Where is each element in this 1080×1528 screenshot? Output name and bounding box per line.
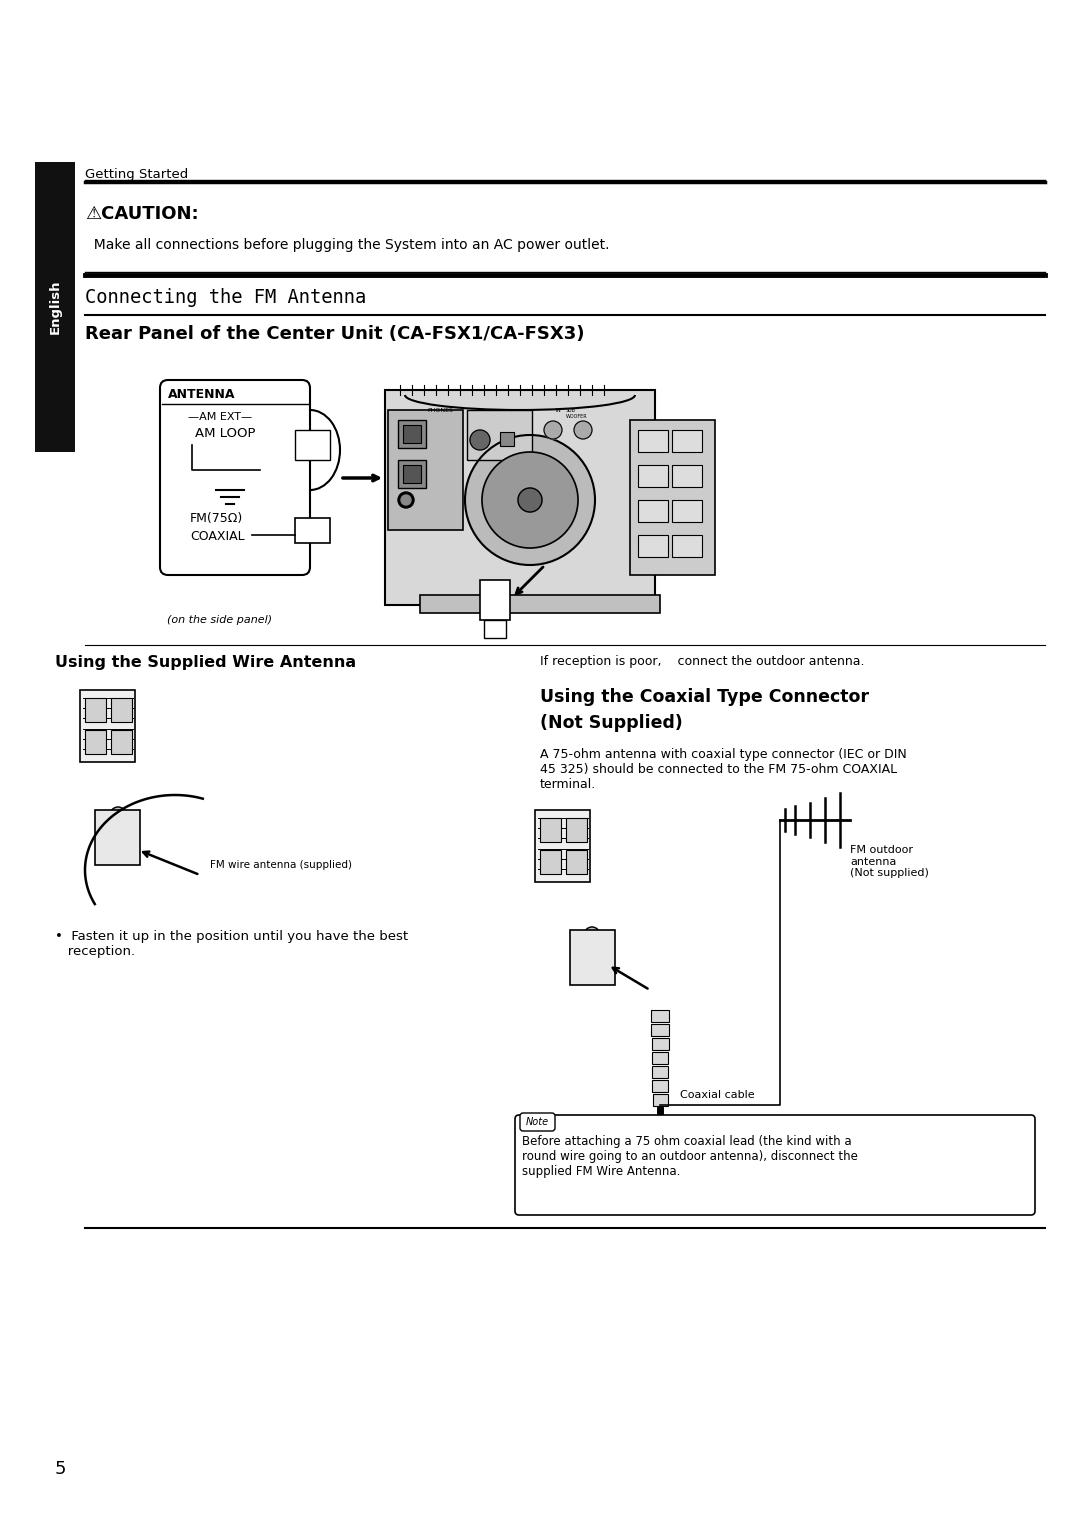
Bar bbox=[388, 410, 463, 530]
Bar bbox=[467, 410, 532, 460]
Circle shape bbox=[110, 807, 126, 824]
Text: Note: Note bbox=[526, 1117, 549, 1128]
Bar bbox=[535, 810, 591, 882]
Bar bbox=[570, 931, 615, 986]
Bar bbox=[384, 390, 654, 605]
Bar bbox=[652, 1080, 667, 1093]
Text: COAXIAL: COAXIAL bbox=[190, 530, 245, 542]
Bar bbox=[295, 518, 330, 542]
Circle shape bbox=[465, 435, 595, 565]
Bar bbox=[500, 432, 514, 446]
Bar bbox=[566, 817, 586, 842]
Bar bbox=[652, 1067, 669, 1077]
Circle shape bbox=[584, 927, 600, 943]
Text: Using the Supplied Wire Antenna: Using the Supplied Wire Antenna bbox=[55, 656, 356, 669]
Text: If reception is poor,    connect the outdoor antenna.: If reception is poor, connect the outdoo… bbox=[540, 656, 864, 668]
Circle shape bbox=[544, 422, 562, 439]
Text: SUB
WOOFER: SUB WOOFER bbox=[566, 408, 588, 419]
Bar bbox=[399, 460, 426, 487]
Bar bbox=[540, 817, 562, 842]
Circle shape bbox=[100, 827, 136, 863]
Bar bbox=[638, 429, 669, 452]
Bar bbox=[110, 698, 132, 721]
Bar bbox=[630, 420, 715, 575]
Text: A 75-ohm antenna with coaxial type connector (IEC or DIN
45 325) should be conne: A 75-ohm antenna with coaxial type conne… bbox=[540, 749, 907, 792]
Circle shape bbox=[588, 960, 597, 970]
Bar bbox=[35, 162, 75, 452]
Bar bbox=[540, 850, 562, 874]
Text: English: English bbox=[49, 280, 62, 335]
Bar bbox=[295, 429, 330, 460]
Bar bbox=[95, 810, 140, 865]
Text: FM outdoor
antenna
(Not supplied): FM outdoor antenna (Not supplied) bbox=[850, 845, 929, 879]
FancyBboxPatch shape bbox=[160, 380, 310, 575]
Bar bbox=[420, 594, 660, 613]
Text: Coaxial cable: Coaxial cable bbox=[680, 1089, 755, 1100]
Bar bbox=[110, 730, 132, 755]
Bar bbox=[480, 581, 510, 620]
Bar bbox=[85, 698, 106, 721]
Bar bbox=[85, 730, 106, 755]
Text: •  Fasten it up in the position until you have the best
   reception.: • Fasten it up in the position until you… bbox=[55, 931, 408, 958]
Circle shape bbox=[118, 707, 126, 717]
Bar bbox=[652, 1094, 667, 1106]
Text: (Not Supplied): (Not Supplied) bbox=[540, 714, 683, 732]
Circle shape bbox=[548, 828, 556, 836]
Circle shape bbox=[113, 840, 123, 850]
Bar bbox=[80, 691, 135, 762]
Text: FM(75Ω): FM(75Ω) bbox=[190, 512, 243, 526]
Bar bbox=[651, 1038, 669, 1050]
Text: AM LOOP: AM LOOP bbox=[195, 426, 256, 440]
Bar bbox=[672, 500, 702, 523]
Circle shape bbox=[470, 429, 490, 451]
Bar bbox=[651, 1024, 669, 1036]
Text: FM wire antenna (supplied): FM wire antenna (supplied) bbox=[210, 860, 352, 869]
Bar bbox=[484, 620, 507, 639]
Circle shape bbox=[401, 495, 411, 504]
Text: 5: 5 bbox=[55, 1459, 67, 1478]
Text: —AM EXT—: —AM EXT— bbox=[188, 413, 252, 422]
Text: Rear Panel of the Center Unit (CA-FSX1/CA-FSX3): Rear Panel of the Center Unit (CA-FSX1/C… bbox=[85, 325, 584, 342]
Circle shape bbox=[399, 492, 414, 507]
Bar bbox=[403, 425, 421, 443]
Bar bbox=[638, 535, 669, 558]
Bar bbox=[638, 500, 669, 523]
Bar bbox=[566, 850, 586, 874]
Circle shape bbox=[482, 452, 578, 549]
Bar bbox=[672, 465, 702, 487]
Bar bbox=[672, 535, 702, 558]
Text: Before attaching a 75 ohm coaxial lead (the kind with a
round wire going to an o: Before attaching a 75 ohm coaxial lead (… bbox=[522, 1135, 858, 1178]
FancyBboxPatch shape bbox=[515, 1115, 1035, 1215]
Bar bbox=[651, 1010, 669, 1022]
Bar bbox=[403, 465, 421, 483]
Text: Connecting the FM Antenna: Connecting the FM Antenna bbox=[85, 287, 366, 307]
Bar bbox=[672, 429, 702, 452]
Circle shape bbox=[118, 740, 126, 749]
Text: ⚠CAUTION:: ⚠CAUTION: bbox=[85, 205, 199, 223]
Text: (on the side panel): (on the side panel) bbox=[167, 614, 272, 625]
Bar bbox=[399, 420, 426, 448]
Text: Using the Coaxial Type Connector: Using the Coaxial Type Connector bbox=[540, 688, 869, 706]
Circle shape bbox=[573, 828, 582, 836]
Text: Getting Started: Getting Started bbox=[85, 168, 188, 180]
Text: ANTENNA: ANTENNA bbox=[168, 388, 235, 400]
Bar bbox=[638, 465, 669, 487]
Circle shape bbox=[93, 707, 102, 717]
Circle shape bbox=[573, 947, 610, 983]
FancyBboxPatch shape bbox=[519, 1112, 555, 1131]
Circle shape bbox=[548, 860, 556, 868]
Text: IN: IN bbox=[555, 408, 561, 413]
Circle shape bbox=[573, 860, 582, 868]
Bar bbox=[651, 1051, 669, 1063]
Circle shape bbox=[93, 740, 102, 749]
Circle shape bbox=[518, 487, 542, 512]
Circle shape bbox=[573, 422, 592, 439]
Text: PHONES: PHONES bbox=[427, 408, 453, 413]
Text: Make all connections before plugging the System into an AC power outlet.: Make all connections before plugging the… bbox=[85, 238, 609, 252]
